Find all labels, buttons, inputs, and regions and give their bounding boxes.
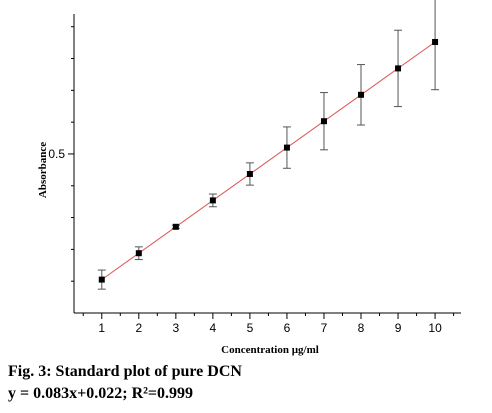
x-tick-label: 7 — [321, 321, 328, 335]
y-axis-title: Absorbance — [37, 142, 49, 198]
y-tick-label: 0.5 — [48, 147, 65, 161]
data-point — [135, 250, 142, 257]
x-tick-label: 5 — [247, 321, 254, 335]
x-axis-ticks: 1 2 3 4 5 6 7 8 9 10 — [82, 313, 455, 335]
chart: 1 2 3 4 5 6 7 8 9 10 0.5 Concentration µg/ml Abso… — [37, 0, 461, 356]
data-point — [98, 276, 105, 283]
data-point — [246, 170, 253, 177]
x-tick-label: 1 — [98, 321, 105, 335]
fit-line — [101, 41, 436, 281]
data-point — [172, 223, 179, 230]
fit-line-layer — [101, 41, 436, 281]
x-tick-label: 3 — [172, 321, 179, 335]
x-tick-label: 4 — [210, 321, 217, 335]
x-tick-label: 10 — [428, 321, 442, 335]
plot-frame — [73, 14, 461, 314]
y-axis-ticks: 0.5 — [48, 26, 74, 282]
data-point-layer — [98, 38, 439, 283]
x-tick-label: 2 — [135, 321, 142, 335]
data-point — [395, 65, 402, 72]
data-point — [209, 197, 216, 204]
data-point — [432, 38, 439, 45]
x-axis-title: Concentration µg/ml — [221, 344, 319, 356]
x-tick-label: 9 — [395, 321, 402, 335]
x-tick-label: 6 — [284, 321, 291, 335]
figure-caption-equation: y = 0.083x+0.022; R²=0.999 — [8, 385, 194, 402]
data-point — [283, 144, 290, 151]
figure-caption-title: Fig. 3: Standard plot of pure DCN — [8, 363, 242, 380]
x-tick-label: 8 — [358, 321, 365, 335]
data-point — [358, 91, 365, 98]
data-point — [320, 118, 327, 125]
